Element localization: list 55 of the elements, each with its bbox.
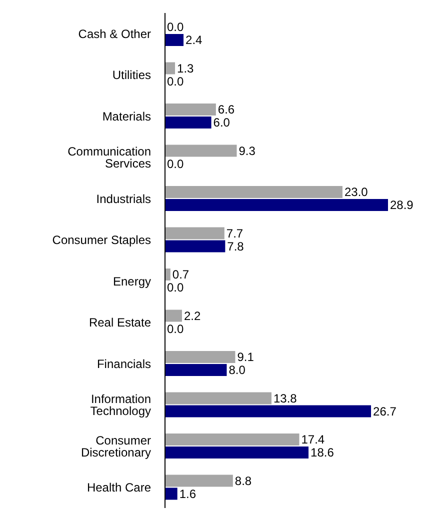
data-label: 0.0 [167,74,184,88]
data-label: 8.8 [234,474,252,488]
y-tick-label: Consumer Discretionary [80,433,151,460]
y-tick-label: Information Technology [90,392,151,418]
bar [165,116,212,128]
data-label: 9.1 [237,350,254,364]
bar [165,268,170,280]
bar [165,104,216,116]
bar [165,34,184,46]
bar [165,186,342,198]
data-label: 1.6 [179,486,196,501]
bar [165,199,388,211]
bar [165,62,176,74]
data-label: 17.4 [301,432,325,446]
data-label: 1.3 [177,61,194,76]
data-label: 9.3 [238,144,256,158]
y-tick-label: Industrials [96,192,151,206]
bar [165,351,236,363]
y-tick-label: Materials [102,109,151,124]
y-tick-label: Financials [96,356,151,371]
data-label: 2.4 [186,33,203,47]
data-label: 0.0 [167,20,184,34]
bar [165,227,224,240]
data-label: 23.0 [344,185,368,199]
y-tick-label: Real Estate [88,316,152,330]
bar [165,310,182,322]
data-label: 6.0 [213,116,230,130]
data-label: 26.7 [373,404,397,418]
data-label: 0.0 [167,322,184,336]
data-label: 0.0 [167,156,184,171]
data-label: 8.0 [228,363,246,377]
bar [165,364,227,376]
bar [165,405,372,418]
bar [165,240,226,252]
y-tick-label: Energy [112,274,151,288]
data-label: 18.6 [310,446,334,460]
bar [165,446,309,458]
data-label: 0.7 [172,268,190,282]
data-label: 2.2 [184,308,201,323]
bar [165,392,272,404]
bar [165,474,233,487]
bar [165,488,178,500]
y-tick-label: Consumer Staples [52,233,151,248]
data-label: 0.0 [167,280,184,294]
data-label: 7.7 [226,226,244,240]
y-tick-label: Utilities [112,68,151,82]
data-label: 6.6 [218,102,235,116]
data-label: 7.8 [227,239,244,254]
y-tick-label: Cash & Other [78,26,151,41]
data-label: 28.9 [390,198,414,212]
bar [165,434,300,446]
y-tick-label: Health Care [86,480,152,495]
data-label: 13.8 [273,391,298,406]
y-tick-label: Communication Services [68,144,151,171]
bar [165,144,237,157]
